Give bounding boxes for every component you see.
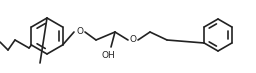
Text: O: O [130,35,136,45]
Text: O: O [77,28,83,36]
Text: OH: OH [101,51,115,59]
